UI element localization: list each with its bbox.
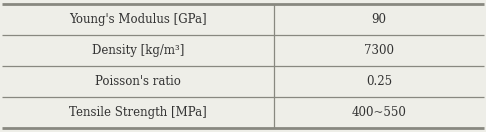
Text: 400~550: 400~550 xyxy=(351,106,406,119)
Text: Young's Modulus [GPa]: Young's Modulus [GPa] xyxy=(69,13,207,26)
Text: Density [kg/m³]: Density [kg/m³] xyxy=(92,44,185,57)
Text: Poisson's ratio: Poisson's ratio xyxy=(95,75,181,88)
Text: Tensile Strength [MPa]: Tensile Strength [MPa] xyxy=(69,106,207,119)
Text: 90: 90 xyxy=(371,13,386,26)
Text: 0.25: 0.25 xyxy=(366,75,392,88)
Text: 7300: 7300 xyxy=(364,44,394,57)
